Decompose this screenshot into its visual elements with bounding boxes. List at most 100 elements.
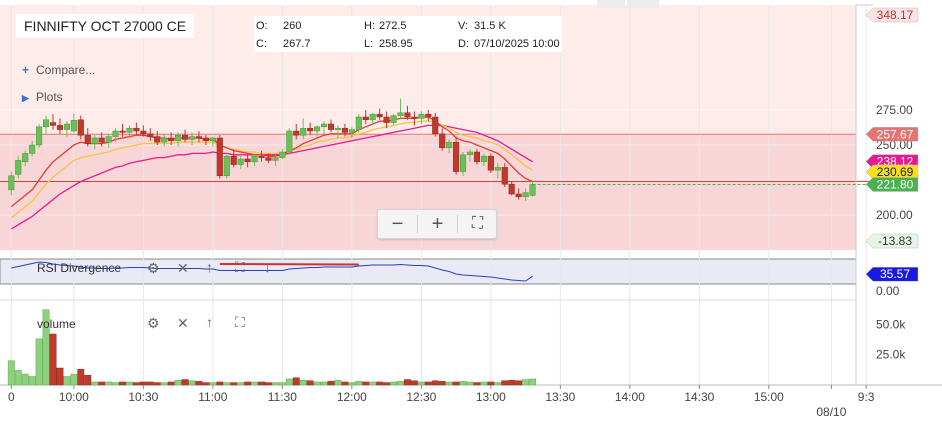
volume-bar: [522, 379, 530, 386]
candle-body: [411, 116, 418, 119]
candle-body: [383, 116, 390, 123]
candle: [175, 132, 182, 147]
price-badge-shape: [865, 127, 919, 142]
candle-body: [487, 155, 494, 171]
plus-icon: +: [22, 63, 30, 77]
rsi-close-icon[interactable]: ✕: [177, 260, 189, 276]
rsi-settings-gear-icon[interactable]: ⚙: [147, 260, 160, 276]
rsi-divergence-line: [219, 263, 359, 266]
candle-body: [286, 130, 293, 153]
volume-bar: [42, 309, 50, 386]
volume-bar: [334, 379, 342, 386]
candle: [84, 128, 91, 147]
compare-label: Compare...: [36, 63, 96, 77]
ohlc-tooltip: O: 260 H: 272.5 V: 31.5 K C: 267.7 L: 25…: [254, 16, 562, 52]
caret-right-icon: ▶: [22, 93, 29, 103]
price-badge-shape: [865, 233, 919, 249]
volume-bar: [410, 380, 418, 386]
volume-bar: [424, 381, 432, 386]
volume-bar: [91, 381, 99, 386]
candle: [154, 131, 161, 145]
candle: [202, 135, 209, 145]
scroll-left-button[interactable]: [597, 0, 625, 8]
price-badge-text: 221.80: [877, 177, 914, 191]
candle-body: [307, 127, 314, 132]
ema-mid-line: [10, 120, 533, 219]
volume-bar: [56, 367, 64, 386]
volume-label-tooltip: V:: [458, 20, 468, 32]
time-tick-label: 14:30: [684, 390, 714, 404]
volume-tick-label: 50.0k: [876, 317, 906, 331]
date-value: 07/10/2025 10:00: [474, 38, 560, 50]
candle-body: [126, 127, 133, 133]
candle-body: [223, 155, 230, 177]
candle-body: [466, 151, 474, 156]
candle: [460, 152, 467, 176]
volume-label: volume: [37, 317, 76, 331]
zoom-in-button[interactable]: +: [431, 213, 444, 235]
volume-bar: [459, 381, 467, 386]
candle-body: [188, 136, 196, 140]
candle-body: [418, 113, 425, 119]
volume-bar: [119, 381, 126, 386]
time-tick-label: 13:00: [476, 390, 506, 404]
candle: [8, 171, 15, 196]
candle-body: [209, 137, 216, 142]
compare-button[interactable]: + Compare...: [22, 63, 95, 77]
candle: [223, 153, 230, 179]
candle-body: [397, 112, 404, 116]
rsi-move-down-icon[interactable]: ↓: [264, 259, 271, 275]
candle: [439, 128, 446, 151]
volume-bar: [35, 338, 43, 386]
candle: [286, 128, 293, 155]
volume-value: 31.5 K: [474, 20, 506, 32]
candle-body: [376, 113, 383, 118]
volume-close-icon[interactable]: ✕: [177, 315, 189, 331]
time-tick-label: 11:30: [268, 390, 297, 404]
volume-bar: [14, 370, 22, 386]
volume-bar: [299, 379, 307, 386]
candle-body: [175, 134, 182, 142]
volume-bar: [452, 381, 460, 386]
volume-bar: [494, 382, 502, 386]
candle: [91, 135, 98, 150]
volume-bar: [49, 333, 57, 386]
candle-body: [348, 129, 355, 133]
candle-body: [300, 127, 307, 136]
time-tick-label: 9:3: [858, 390, 875, 404]
candle: [182, 129, 189, 143]
candle-body: [70, 119, 77, 132]
candle-body: [237, 158, 244, 165]
zoom-out-button[interactable]: −: [391, 213, 404, 235]
candle-body: [529, 184, 536, 196]
candle: [369, 112, 376, 126]
candle-body: [15, 160, 22, 175]
fullscreen-button[interactable]: ⛶: [471, 215, 484, 232]
volume-bar: [292, 377, 300, 386]
candle: [140, 125, 147, 137]
candle: [119, 124, 126, 137]
volume-bar: [237, 382, 245, 386]
candle: [168, 132, 175, 145]
candle-body: [161, 137, 168, 143]
candle: [126, 125, 133, 138]
volume-move-up-icon[interactable]: ↑: [206, 314, 213, 330]
candle-body: [154, 136, 161, 143]
candle-body: [119, 130, 126, 133]
scroll-right-button[interactable]: [627, 0, 659, 8]
volume-bar: [188, 380, 196, 386]
candle: [209, 136, 216, 147]
plots-button[interactable]: ▶ Plots: [22, 90, 63, 104]
candle-body: [216, 137, 223, 177]
volume-maximize-icon[interactable]: ⛶: [235, 314, 245, 330]
rsi-move-up-icon[interactable]: ↑: [206, 259, 213, 275]
rsi-maximize-icon[interactable]: ⛶: [235, 259, 245, 275]
volume-bar: [146, 381, 154, 386]
volume-bar: [112, 382, 119, 386]
candle: [418, 111, 425, 124]
volume-bar: [383, 382, 391, 386]
candle: [300, 118, 307, 140]
volume-bar: [355, 381, 363, 386]
volume-settings-gear-icon[interactable]: ⚙: [147, 315, 160, 331]
price-tick-label: 275.00: [876, 103, 913, 117]
